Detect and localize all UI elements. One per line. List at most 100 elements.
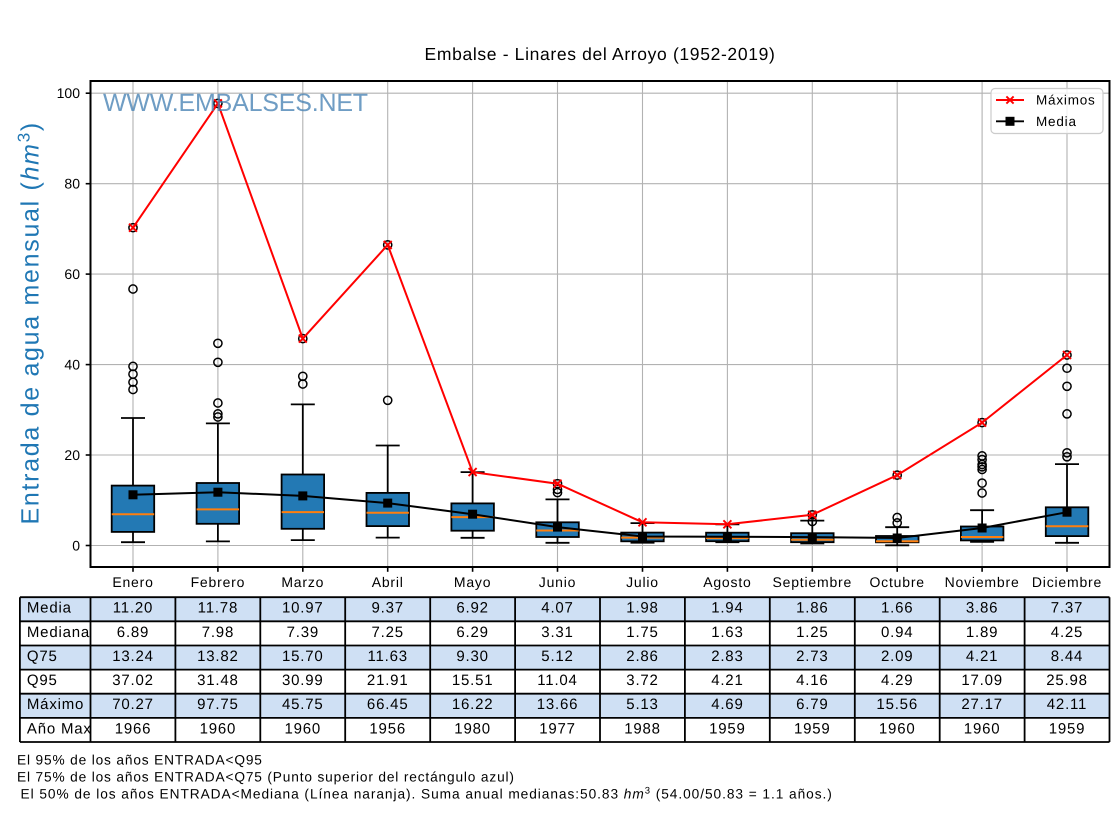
svg-text:13.82: 13.82 [197, 648, 239, 665]
svg-text:1960: 1960 [200, 720, 237, 737]
svg-text:5.13: 5.13 [626, 696, 658, 713]
svg-text:Año Max: Año Max [27, 720, 92, 737]
svg-text:25.98: 25.98 [1046, 672, 1088, 689]
svg-text:Noviembre: Noviembre [945, 574, 1020, 590]
svg-text:Mediana: Mediana [27, 624, 90, 641]
svg-text:Diciembre: Diciembre [1032, 574, 1102, 590]
svg-text:10.97: 10.97 [282, 600, 324, 617]
svg-text:37.02: 37.02 [112, 672, 154, 689]
svg-text:4.21: 4.21 [711, 672, 743, 689]
svg-text:15.56: 15.56 [876, 696, 918, 713]
svg-text:3.31: 3.31 [541, 624, 573, 641]
svg-text:4.21: 4.21 [966, 648, 998, 665]
svg-text:2.09: 2.09 [881, 648, 913, 665]
svg-text:7.98: 7.98 [202, 624, 234, 641]
svg-text:Marzo: Marzo [281, 574, 324, 590]
svg-text:2.83: 2.83 [711, 648, 743, 665]
svg-text:13.66: 13.66 [537, 696, 579, 713]
svg-text:Septiembre: Septiembre [773, 574, 853, 590]
svg-text:100: 100 [57, 85, 81, 101]
svg-text:1.66: 1.66 [881, 600, 913, 617]
svg-text:4.07: 4.07 [541, 600, 573, 617]
svg-text:97.75: 97.75 [197, 696, 239, 713]
svg-text:0: 0 [72, 537, 80, 553]
svg-text:1.63: 1.63 [711, 624, 743, 641]
svg-text:2.86: 2.86 [626, 648, 658, 665]
svg-text:Agosto: Agosto [703, 574, 751, 590]
svg-text:7.37: 7.37 [1051, 600, 1083, 617]
svg-text:Media: Media [1036, 114, 1077, 129]
svg-text:1956: 1956 [369, 720, 406, 737]
svg-text:11.63: 11.63 [367, 648, 407, 665]
svg-text:15.70: 15.70 [282, 648, 324, 665]
svg-text:13.24: 13.24 [112, 648, 154, 665]
svg-text:6.29: 6.29 [456, 624, 488, 641]
svg-text:11.78: 11.78 [198, 600, 238, 617]
svg-text:Entrada de agua mensual (hm3): Entrada de agua mensual (hm3) [14, 121, 45, 524]
svg-text:3.86: 3.86 [966, 600, 998, 617]
svg-text:Q75: Q75 [27, 648, 58, 665]
svg-text:21.91: 21.91 [367, 672, 409, 689]
svg-text:17.09: 17.09 [961, 672, 1003, 689]
svg-text:El 95% de los años ENTRADA<Q95: El 95% de los años ENTRADA<Q95 [17, 753, 263, 768]
svg-text:1960: 1960 [879, 720, 916, 737]
svg-text:8.44: 8.44 [1051, 648, 1083, 665]
svg-text:20: 20 [64, 447, 80, 463]
svg-text:7.39: 7.39 [287, 624, 319, 641]
svg-text:11.20: 11.20 [113, 600, 153, 617]
svg-text:6.92: 6.92 [456, 600, 488, 617]
svg-text:0.94: 0.94 [881, 624, 913, 641]
svg-text:4.25: 4.25 [1051, 624, 1083, 641]
svg-text:5.12: 5.12 [541, 648, 573, 665]
svg-text:WWW.EMBALSES.NET: WWW.EMBALSES.NET [103, 89, 368, 117]
svg-text:El 75% de los años ENTRADA<Q75: El 75% de los años ENTRADA<Q75 (Punto su… [17, 770, 515, 785]
svg-text:1966: 1966 [115, 720, 152, 737]
svg-text:Media: Media [27, 600, 72, 617]
svg-text:Mayo: Mayo [454, 574, 491, 590]
svg-text:Máximos: Máximos [1036, 93, 1096, 108]
svg-text:9.37: 9.37 [371, 600, 403, 617]
svg-text:30.99: 30.99 [282, 672, 324, 689]
svg-text:Enero: Enero [112, 574, 153, 590]
svg-text:66.45: 66.45 [367, 696, 409, 713]
svg-text:42.11: 42.11 [1047, 696, 1087, 713]
svg-text:1959: 1959 [794, 720, 831, 737]
svg-text:40: 40 [64, 356, 80, 372]
svg-text:4.29: 4.29 [881, 672, 913, 689]
svg-text:1959: 1959 [1049, 720, 1086, 737]
svg-text:3.72: 3.72 [626, 672, 658, 689]
svg-text:El 50% de los años ENTRADA<Med: El 50% de los años ENTRADA<Mediana (Líne… [21, 785, 833, 802]
svg-text:70.27: 70.27 [112, 696, 154, 713]
svg-text:27.17: 27.17 [961, 696, 1003, 713]
svg-text:Q95: Q95 [27, 672, 58, 689]
svg-text:7.25: 7.25 [371, 624, 403, 641]
svg-text:6.89: 6.89 [117, 624, 149, 641]
svg-text:1980: 1980 [454, 720, 491, 737]
svg-text:Abril: Abril [372, 574, 404, 590]
svg-text:1977: 1977 [539, 720, 576, 737]
svg-text:11.04: 11.04 [537, 672, 577, 689]
svg-text:1960: 1960 [285, 720, 322, 737]
svg-text:6.79: 6.79 [796, 696, 828, 713]
svg-text:1.86: 1.86 [796, 600, 828, 617]
svg-text:Junio: Junio [539, 574, 576, 590]
svg-text:1.75: 1.75 [626, 624, 658, 641]
svg-text:Embalse - Linares del Arroyo (: Embalse - Linares del Arroyo (1952-2019) [425, 44, 776, 64]
svg-text:31.48: 31.48 [197, 672, 239, 689]
svg-text:15.51: 15.51 [452, 672, 494, 689]
svg-text:1.98: 1.98 [626, 600, 658, 617]
svg-text:45.75: 45.75 [282, 696, 324, 713]
svg-text:9.30: 9.30 [456, 648, 488, 665]
svg-text:1.25: 1.25 [796, 624, 828, 641]
svg-text:1960: 1960 [964, 720, 1001, 737]
svg-text:1.89: 1.89 [966, 624, 998, 641]
svg-text:4.16: 4.16 [796, 672, 828, 689]
svg-text:Febrero: Febrero [191, 574, 246, 590]
svg-text:4.69: 4.69 [711, 696, 743, 713]
svg-text:2.73: 2.73 [796, 648, 828, 665]
svg-text:60: 60 [64, 266, 80, 282]
svg-text:80: 80 [64, 176, 80, 192]
svg-text:Julio: Julio [626, 574, 659, 590]
svg-text:Octubre: Octubre [869, 574, 924, 590]
svg-text:1959: 1959 [709, 720, 746, 737]
